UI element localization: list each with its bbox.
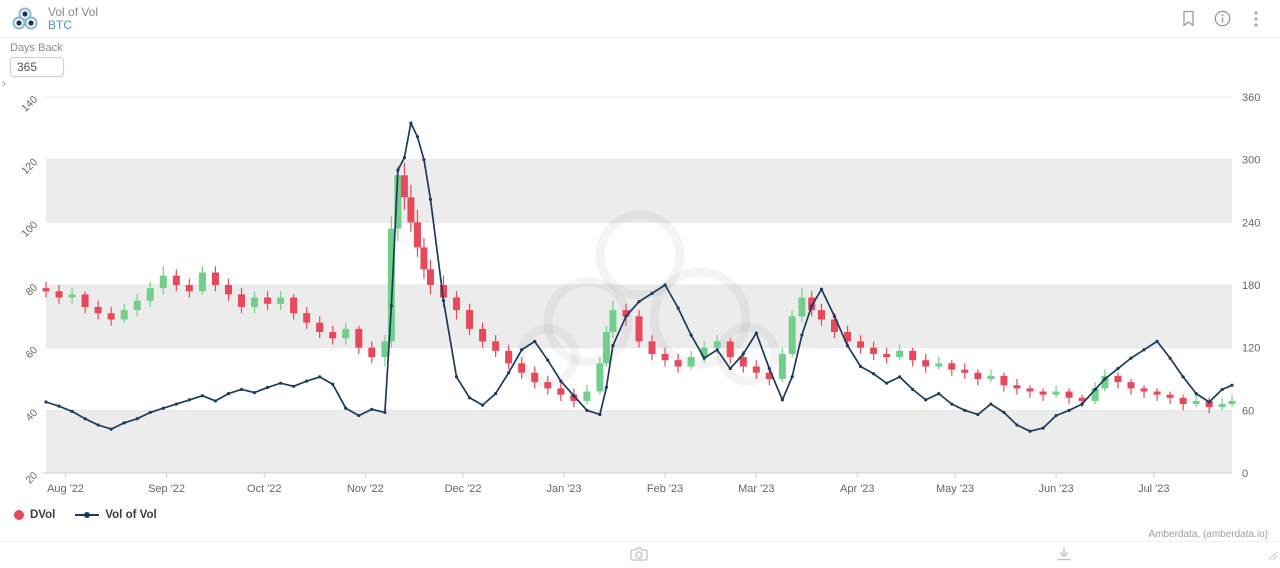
days-back-label: Days Back — [10, 42, 63, 54]
svg-text:Dec '22: Dec '22 — [445, 483, 482, 495]
svg-text:Jun '23: Jun '23 — [1038, 483, 1073, 495]
svg-text:Aug '22: Aug '22 — [47, 483, 84, 495]
svg-text:240: 240 — [1242, 217, 1260, 229]
svg-text:180: 180 — [1242, 280, 1260, 292]
asset-label: BTC — [48, 17, 72, 32]
chevron-right-icon[interactable]: › — [2, 76, 6, 90]
page-title: Vol of Vol — [48, 4, 99, 19]
legend-item-vol-of-vol[interactable]: Vol of Vol — [75, 509, 157, 521]
svg-text:Sep '22: Sep '22 — [148, 483, 185, 495]
camera-icon[interactable] — [630, 547, 648, 567]
svg-text:Oct '22: Oct '22 — [247, 483, 282, 495]
svg-text:300: 300 — [1242, 155, 1260, 167]
svg-text:Apr '23: Apr '23 — [840, 483, 875, 495]
svg-text:60: 60 — [23, 344, 40, 361]
svg-text:Feb '23: Feb '23 — [647, 483, 683, 495]
svg-text:80: 80 — [23, 282, 40, 299]
header-bar: Vol of Vol BTC — [0, 0, 1280, 38]
svg-text:360: 360 — [1242, 92, 1260, 104]
vol-of-vol-chart[interactable]: Aug '22 Sep '22 Oct '22 Nov '22 Dec '22 Jan '… — [0, 88, 1280, 496]
attribution-text: Amberdata, (amberdata.io) — [1148, 529, 1268, 540]
legend-label: Vol of Vol — [105, 509, 157, 521]
legend-item-dvol[interactable]: DVol — [14, 509, 55, 521]
svg-text:Jul '23: Jul '23 — [1138, 483, 1169, 495]
svg-text:120: 120 — [1242, 343, 1260, 355]
amberdata-logo — [12, 7, 38, 29]
chart-legend: DVol Vol of Vol — [14, 509, 157, 521]
svg-text:0: 0 — [1242, 468, 1248, 480]
dvol-marker-icon — [14, 510, 24, 520]
svg-text:20: 20 — [23, 470, 40, 487]
line-dot-marker-icon — [75, 512, 100, 518]
legend-label: DVol — [30, 509, 56, 521]
svg-text:40: 40 — [23, 407, 40, 424]
svg-text:100: 100 — [19, 219, 40, 240]
resize-handle-icon[interactable] — [1268, 548, 1278, 566]
svg-text:120: 120 — [19, 156, 40, 177]
download-icon[interactable] — [1056, 547, 1072, 567]
svg-text:May '23: May '23 — [936, 483, 974, 495]
svg-text:140: 140 — [19, 94, 40, 115]
kebab-menu-icon[interactable] — [1246, 9, 1266, 29]
svg-text:Jan '23: Jan '23 — [546, 483, 581, 495]
svg-text:Mar '23: Mar '23 — [738, 483, 774, 495]
svg-text:60: 60 — [1242, 405, 1254, 417]
days-back-control: Days Back — [10, 42, 64, 77]
bookmark-icon[interactable] — [1178, 9, 1198, 29]
bottom-toolbar — [0, 541, 1280, 568]
days-back-input[interactable] — [10, 57, 64, 77]
info-icon[interactable] — [1212, 9, 1232, 29]
svg-text:Nov '22: Nov '22 — [347, 483, 384, 495]
